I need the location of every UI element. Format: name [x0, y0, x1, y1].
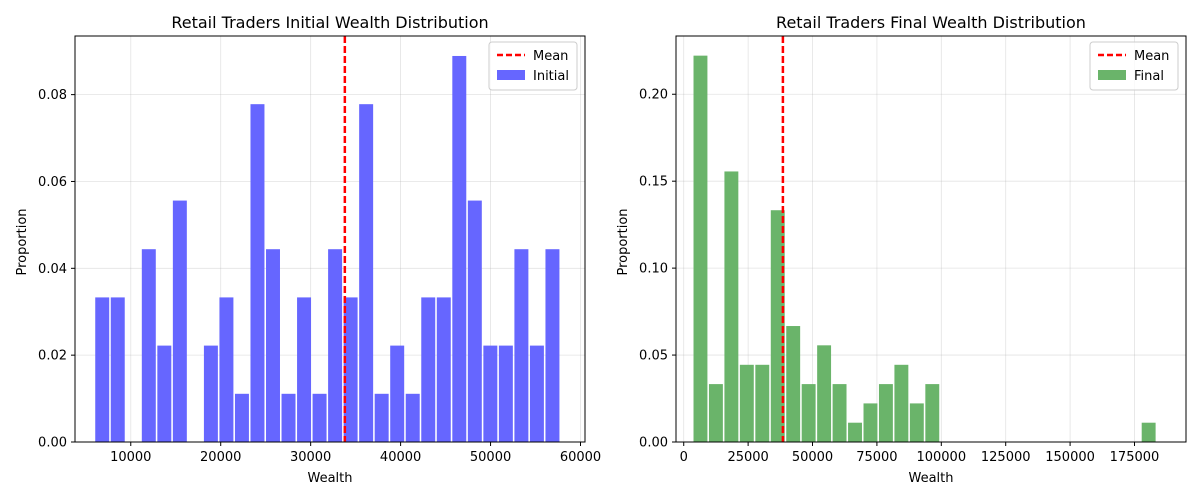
histogram-bar — [250, 104, 265, 442]
x-tick-label: 150000 — [1045, 450, 1095, 465]
x-tick-label: 30000 — [290, 450, 331, 465]
x-tick-label: 20000 — [200, 450, 241, 465]
chart-title: Retail Traders Initial Wealth Distributi… — [171, 13, 488, 32]
x-axis-label: Wealth — [307, 471, 352, 486]
histogram-bar — [405, 393, 420, 442]
plot-frame — [74, 35, 586, 443]
axes-frame — [74, 35, 586, 443]
chart-panel-final: Retail Traders Final Wealth Distribution… — [616, 13, 1187, 486]
histogram-bar — [1141, 422, 1156, 442]
histogram-bar — [157, 345, 172, 442]
x-tick-label: 25000 — [727, 450, 768, 465]
x-tick-label: 175000 — [1110, 450, 1160, 465]
histogram-bar — [328, 249, 343, 442]
legend-final-swatch — [1098, 70, 1126, 80]
histogram-bar — [693, 55, 708, 443]
legend-mean-label: Mean — [1134, 49, 1169, 64]
histogram-bar — [359, 104, 374, 442]
legend-mean-label: Mean — [533, 49, 568, 64]
histogram-bar — [848, 422, 862, 442]
y-tick-label: 0.06 — [38, 175, 67, 190]
y-tick-label: 0.00 — [38, 436, 67, 451]
histogram-bar — [755, 364, 770, 442]
histogram-bar — [545, 249, 560, 442]
x-ticks: 10000 20000 30000 40000 50000 60000 — [110, 442, 601, 465]
histogram-bar — [739, 364, 754, 442]
x-ticks: 0 25000 50000 75000 100000 125000 150000 175000 — [680, 442, 1160, 465]
histogram-bar — [219, 297, 234, 442]
histogram-bar — [141, 249, 156, 442]
histogram-bar — [708, 384, 723, 442]
histogram-bar — [234, 393, 249, 442]
x-tick-label: 10000 — [110, 450, 151, 465]
axes-frame — [675, 35, 1187, 443]
x-tick-label: 60000 — [560, 450, 601, 465]
legend-initial-label: Initial — [533, 69, 569, 84]
legend-final-label: Final — [1134, 69, 1164, 84]
y-tick-label: 0.00 — [639, 436, 668, 451]
y-axis-label: Proportion — [616, 208, 631, 275]
histogram-bar — [203, 345, 218, 442]
plot-frame — [675, 35, 1187, 443]
y-tick-label: 0.15 — [639, 175, 668, 190]
histogram-bar — [421, 297, 436, 442]
histogram-bar — [390, 345, 405, 442]
y-tick-label: 0.10 — [639, 262, 668, 277]
histogram-bar — [312, 393, 327, 442]
histogram-bar — [909, 403, 924, 442]
histogram-bar — [110, 297, 125, 442]
x-tick-label: 125000 — [981, 450, 1031, 465]
bars — [95, 55, 560, 442]
histogram-bar — [281, 393, 296, 442]
histogram-bar — [297, 297, 312, 442]
histogram-bar — [529, 345, 544, 442]
histogram-bar — [452, 55, 467, 442]
histogram-bar — [266, 249, 280, 442]
x-axis-label: Wealth — [908, 471, 953, 486]
histogram-bar — [343, 297, 358, 442]
histogram-bar — [95, 297, 110, 442]
histogram-bar — [925, 384, 940, 442]
y-ticks: 0.00 0.02 0.04 0.06 0.08 — [38, 88, 75, 451]
histogram-bar — [436, 297, 451, 442]
histogram-bar — [770, 210, 785, 442]
histogram-bar — [863, 403, 878, 442]
y-tick-label: 0.04 — [38, 262, 67, 277]
histogram-bar — [374, 393, 389, 442]
x-tick-label: 50000 — [792, 450, 833, 465]
y-tick-label: 0.20 — [639, 88, 668, 103]
legend: Mean Initial — [488, 41, 578, 91]
x-tick-label: 40000 — [380, 450, 421, 465]
histogram-bar — [878, 384, 893, 442]
chart-panel-initial: Retail Traders Initial Wealth Distributi… — [15, 13, 601, 486]
x-tick-label: 100000 — [916, 450, 966, 465]
y-tick-label: 0.02 — [38, 349, 67, 364]
x-tick-label: 75000 — [856, 450, 897, 465]
y-ticks: 0.00 0.05 0.10 0.15 0.20 — [639, 88, 676, 451]
histogram-bar — [514, 249, 529, 442]
histogram-bar — [467, 200, 482, 442]
histogram-bar — [832, 384, 847, 442]
bars — [693, 55, 1156, 443]
x-tick-label: 50000 — [470, 450, 511, 465]
histogram-bar — [801, 384, 816, 442]
legend-initial-swatch — [497, 70, 525, 80]
histogram-bar — [172, 200, 187, 442]
histogram-bar — [724, 171, 739, 442]
histogram-bar — [786, 326, 801, 442]
histogram-bar — [498, 345, 513, 442]
x-tick-label: 0 — [680, 450, 688, 465]
histogram-bar — [894, 364, 909, 442]
y-axis-label: Proportion — [15, 208, 30, 275]
legend: Mean Final — [1089, 41, 1179, 91]
chart-title: Retail Traders Final Wealth Distribution — [776, 13, 1086, 32]
y-tick-label: 0.05 — [639, 349, 668, 364]
y-tick-label: 0.08 — [38, 88, 67, 103]
histogram-bar — [817, 345, 832, 442]
histogram-bar — [483, 345, 498, 442]
